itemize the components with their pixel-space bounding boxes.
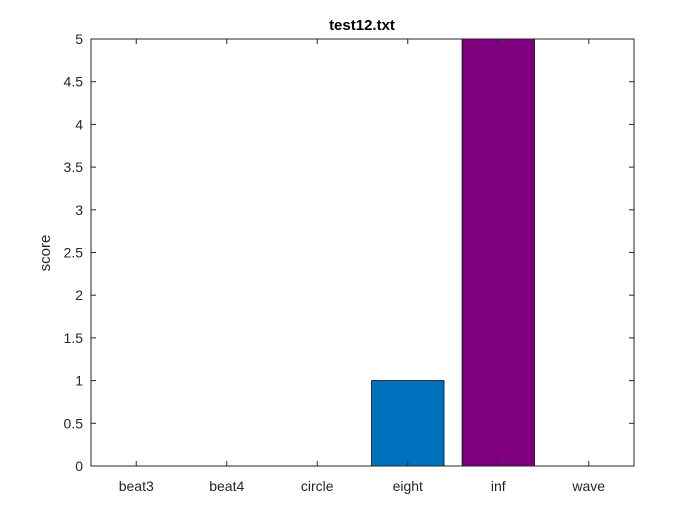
chart-title: test12.txt <box>329 17 395 34</box>
x-ticks-group: beat3 beat4 circle eight inf wave <box>119 39 605 494</box>
y-tick-label: 3 <box>75 202 83 218</box>
x-tick-label-inf: inf <box>491 478 506 494</box>
y-tick-label: 1.5 <box>64 330 84 346</box>
y-tick-label: 2.5 <box>64 245 84 261</box>
y-tick-label: 5 <box>75 31 83 47</box>
x-tick-label-circle: circle <box>301 478 334 494</box>
y-tick-label: 1 <box>75 373 83 389</box>
bar-eight <box>371 380 445 467</box>
x-tick-label-eight: eight <box>393 478 423 494</box>
plot-area <box>91 39 634 466</box>
x-tick-label-beat3: beat3 <box>119 478 154 494</box>
y-axis-label: score <box>37 235 54 272</box>
x-tick-label-beat4: beat4 <box>209 478 244 494</box>
bars-group <box>371 38 535 467</box>
y-tick-label: 4.5 <box>64 74 84 90</box>
y-tick-label: 4 <box>75 116 83 132</box>
y-tick-label: 3.5 <box>64 159 84 175</box>
y-tick-label: 2 <box>75 287 83 303</box>
y-ticks-group: 0 0.5 1 1.5 2 2.5 3 3.5 4 4.5 5 <box>64 31 634 474</box>
y-tick-label: 0 <box>75 458 83 474</box>
y-tick-label: 0.5 <box>64 415 84 431</box>
bar-inf <box>461 38 535 467</box>
x-tick-label-wave: wave <box>571 478 605 494</box>
